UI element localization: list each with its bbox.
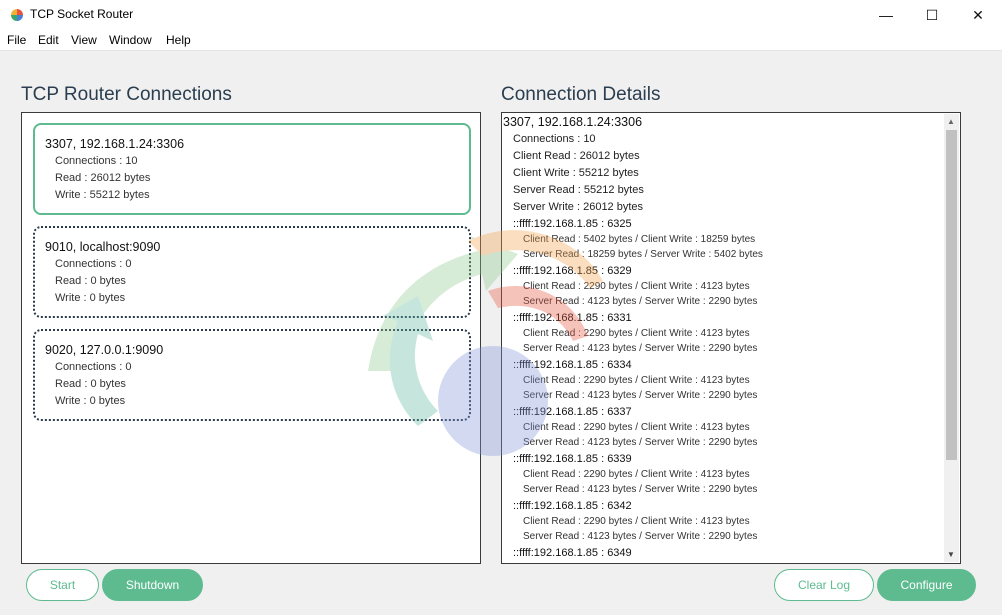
card-title: 3307, 192.168.1.24:3306 (45, 137, 185, 151)
menu-view[interactable]: View (71, 33, 97, 47)
menu-bar: File Edit View Window Help (0, 30, 1002, 51)
client-address: ::ffff:192.168.1.85 : 6339 (513, 453, 632, 465)
maximize-icon: ☐ (925, 6, 939, 23)
details-header: 3307, 192.168.1.24:3306 (503, 115, 643, 129)
server-read-write: Server Read : 4123 bytes / Server Write … (523, 343, 758, 354)
connection-card-3307[interactable]: 3307, 192.168.1.24:3306 Connections : 10… (33, 123, 471, 215)
title-bar: TCP Socket Router — ☐ ✕ (0, 0, 1002, 30)
server-read-write: Server Read : 4123 bytes / Server Write … (523, 531, 758, 542)
card-connections: Connections : 0 (55, 361, 132, 373)
client-address: ::ffff:192.168.1.85 : 6349 (513, 547, 632, 559)
client-address: ::ffff:192.168.1.85 : 6331 (513, 312, 632, 324)
app-icon (11, 9, 23, 21)
card-read: Read : 0 bytes (55, 378, 126, 390)
client-address: ::ffff:192.168.1.85 : 6342 (513, 500, 632, 512)
card-write: Write : 55212 bytes (55, 189, 150, 201)
card-connections: Connections : 10 (55, 155, 138, 167)
card-read: Read : 0 bytes (55, 275, 126, 287)
card-connections: Connections : 0 (55, 258, 132, 270)
details-server-read: Server Read : 55212 bytes (513, 184, 644, 196)
client-read-write: Client Read : 2290 bytes / Client Write … (523, 469, 750, 480)
scroll-up-icon[interactable]: ▲ (947, 117, 955, 126)
client-address: ::ffff:192.168.1.85 : 6329 (513, 265, 632, 277)
server-read-write: Server Read : 4123 bytes / Server Write … (523, 296, 758, 307)
maximize-button[interactable]: ☐ (909, 0, 955, 30)
client-read-write: Client Read : 5402 bytes / Client Write … (523, 234, 756, 245)
details-title: Connection Details (501, 84, 661, 105)
server-read-write: Server Read : 18259 bytes / Server Write… (523, 249, 763, 260)
details-client-write: Client Write : 55212 bytes (513, 167, 639, 179)
connections-title: TCP Router Connections (21, 84, 232, 105)
server-read-write: Server Read : 4123 bytes / Server Write … (523, 484, 758, 495)
client-read-write: Client Read : 2290 bytes / Client Write … (523, 516, 750, 527)
close-button[interactable]: ✕ (955, 0, 1001, 30)
start-button[interactable]: Start (26, 569, 99, 601)
minimize-button[interactable]: — (863, 0, 909, 30)
menu-help[interactable]: Help (166, 33, 191, 47)
close-icon: ✕ (972, 6, 984, 23)
details-client-read: Client Read : 26012 bytes (513, 150, 640, 162)
client-read-write: Client Read : 2290 bytes / Client Write … (523, 375, 750, 386)
configure-button[interactable]: Configure (877, 569, 976, 601)
client-address: ::ffff:192.168.1.85 : 6334 (513, 359, 632, 371)
card-write: Write : 0 bytes (55, 395, 126, 407)
client-read-write: Client Read : 2290 bytes / Client Write … (523, 328, 750, 339)
menu-window[interactable]: Window (109, 33, 152, 47)
details-scrollbar[interactable]: ▲ ▼ (944, 114, 959, 562)
menu-edit[interactable]: Edit (38, 33, 59, 47)
card-write: Write : 0 bytes (55, 292, 126, 304)
server-read-write: Server Read : 4123 bytes / Server Write … (523, 390, 758, 401)
card-read: Read : 26012 bytes (55, 172, 151, 184)
connection-card-9010[interactable]: 9010, localhost:9090 Connections : 0 Rea… (33, 226, 471, 318)
card-title: 9020, 127.0.0.1:9090 (45, 343, 164, 357)
details-connections: Connections : 10 (513, 133, 596, 145)
connection-details-log[interactable]: 3307, 192.168.1.24:3306 Connections : 10… (501, 112, 961, 564)
client-read-write: Client Read : 2290 bytes / Client Write … (523, 281, 750, 292)
clear-log-button[interactable]: Clear Log (774, 569, 874, 601)
connections-list: 3307, 192.168.1.24:3306 Connections : 10… (21, 112, 481, 564)
client-read-write: Client Read : 2290 bytes / Client Write … (523, 422, 750, 433)
server-read-write: Server Read : 4123 bytes / Server Write … (523, 437, 758, 448)
client-address: ::ffff:192.168.1.85 : 6337 (513, 406, 632, 418)
client-address: ::ffff:192.168.1.85 : 6325 (513, 218, 632, 230)
shutdown-button[interactable]: Shutdown (102, 569, 203, 601)
menu-file[interactable]: File (7, 33, 27, 47)
minimize-icon: — (879, 7, 893, 23)
scroll-down-icon[interactable]: ▼ (947, 550, 955, 559)
card-title: 9010, localhost:9090 (45, 240, 161, 254)
details-server-write: Server Write : 26012 bytes (513, 201, 644, 213)
window-title: TCP Socket Router (30, 7, 134, 21)
connection-card-9020[interactable]: 9020, 127.0.0.1:9090 Connections : 0 Rea… (33, 329, 471, 421)
scroll-thumb[interactable] (946, 130, 957, 460)
